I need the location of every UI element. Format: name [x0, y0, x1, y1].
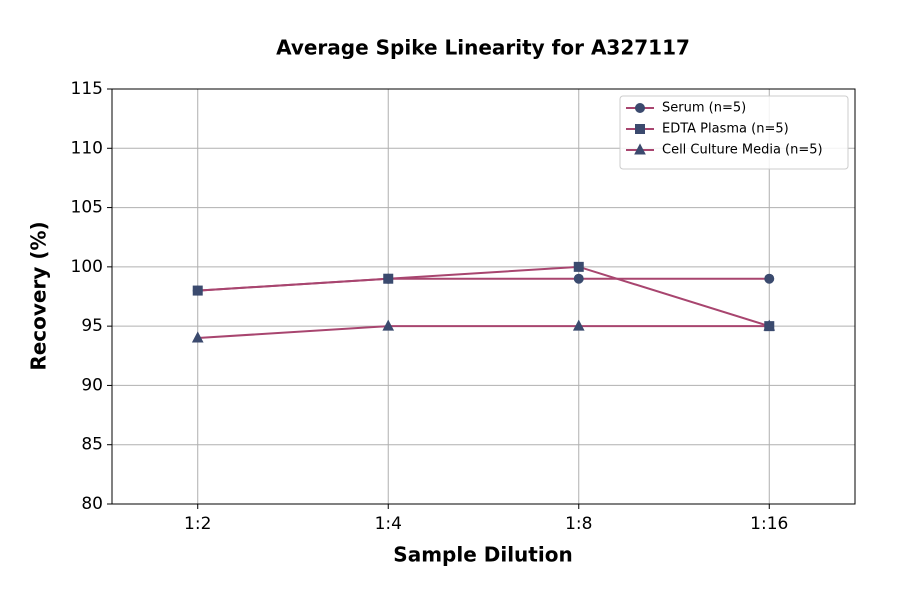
x-tick-label: 1:2	[184, 514, 211, 534]
y-tick-label: 110	[71, 138, 103, 158]
y-tick-label: 85	[81, 435, 103, 455]
legend-label: Serum (n=5)	[662, 101, 746, 116]
marker	[572, 319, 585, 331]
legend-marker	[635, 124, 645, 134]
legend-marker	[635, 103, 645, 113]
marker	[763, 319, 776, 331]
marker	[764, 273, 775, 284]
chart-title: Average Spike Linearity for A327117	[276, 36, 690, 60]
legend-label: Cell Culture Media (n=5)	[662, 143, 823, 158]
y-tick-label: 100	[71, 257, 103, 277]
marker	[382, 319, 395, 331]
x-tick-label: 1:8	[565, 514, 592, 534]
marker	[192, 285, 203, 296]
y-tick-label: 80	[81, 494, 103, 514]
legend: Serum (n=5) EDTA Plasma (n=5) Cell Culture…	[619, 95, 849, 170]
legend-marker	[634, 143, 646, 155]
x-tick-label: 1:16	[750, 514, 788, 534]
y-tick-label: 115	[71, 79, 103, 99]
series-line	[197, 325, 770, 339]
marker	[383, 273, 394, 284]
plot-frame	[111, 88, 856, 505]
series-line	[197, 265, 770, 328]
marker	[573, 273, 584, 284]
y-tick-label: 105	[71, 198, 103, 218]
legend-box	[619, 95, 849, 170]
marker	[573, 261, 584, 272]
legend-label: EDTA Plasma (n=5)	[662, 122, 789, 137]
marker	[191, 331, 204, 343]
y-tick-label: 90	[81, 375, 103, 395]
y-axis-label: Recovery (%)	[27, 221, 51, 370]
x-axis-label: Sample Dilution	[393, 543, 572, 567]
y-tick-label: 95	[81, 316, 103, 336]
x-tick-label: 1:4	[375, 514, 402, 534]
